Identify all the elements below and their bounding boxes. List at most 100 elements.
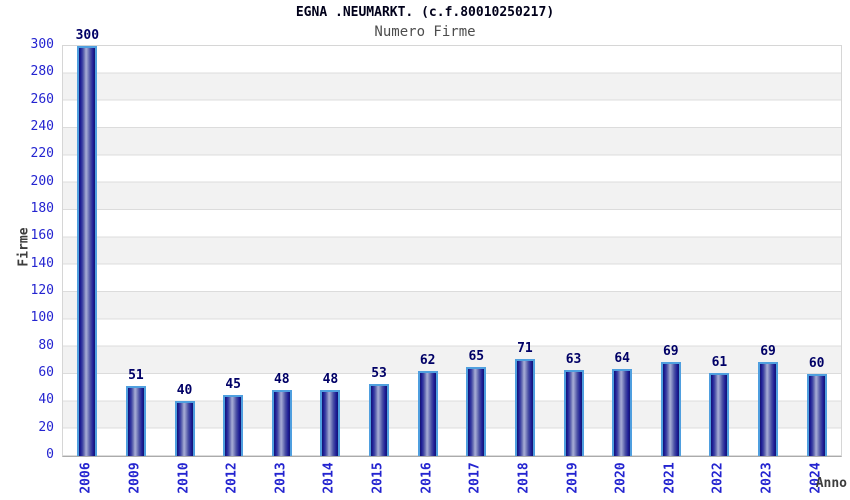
bar-slot: 69 <box>647 46 696 456</box>
y-tick-label: 0 <box>46 447 54 462</box>
bar-value-label: 64 <box>614 350 631 366</box>
bar-slot: 60 <box>792 46 841 456</box>
x-tick-label: 2017 <box>467 462 483 494</box>
x-tick-label: 2009 <box>127 462 143 494</box>
bar <box>223 394 244 456</box>
y-tick-label: 60 <box>38 365 54 380</box>
y-tick-label: 120 <box>30 283 54 298</box>
bar <box>806 374 827 456</box>
bar <box>174 401 195 456</box>
bar-slot: 65 <box>452 46 501 456</box>
bar-slot: 40 <box>160 46 209 456</box>
y-tick-label: 200 <box>30 173 54 189</box>
y-tick-label: 80 <box>38 337 54 353</box>
x-axis-title: Anno <box>815 476 847 491</box>
x-tick-cell: 2006 <box>62 456 111 500</box>
y-tick-label: 220 <box>30 146 54 162</box>
bar-slot: 48 <box>258 46 307 456</box>
x-tick-label: 2020 <box>613 462 629 494</box>
x-tick-cell: 2016 <box>402 456 451 500</box>
bar <box>417 371 438 456</box>
x-tick-label: 2015 <box>370 462 386 494</box>
bar-value-label: 69 <box>760 343 776 359</box>
x-tick-label: 2021 <box>662 462 678 494</box>
x-tick-cell: 2021 <box>646 456 695 500</box>
x-tick-cell: 2010 <box>159 456 208 500</box>
x-axis-tick-labels: 2006 2009 2010 2012 2013 2014 2015 2016 2017 2018… <box>62 456 840 500</box>
bar-value-label: 45 <box>225 376 242 392</box>
x-tick-label: 2012 <box>224 462 240 494</box>
x-tick-label: 2018 <box>516 462 532 494</box>
bar <box>466 367 487 456</box>
bar-value-label: 60 <box>808 356 825 371</box>
bar-slot: 300 <box>63 28 112 456</box>
x-tick-cell: 2023 <box>743 456 792 500</box>
chart-subtitle: Numero Firme <box>374 24 476 40</box>
bar <box>125 386 146 456</box>
x-tick-cell: 2018 <box>500 456 549 500</box>
bar-value-label: 63 <box>565 351 582 367</box>
x-tick-cell: 2012 <box>208 456 257 500</box>
bar <box>563 369 584 456</box>
bar-slot: 61 <box>695 46 744 456</box>
x-tick-label: 2014 <box>321 462 337 494</box>
y-tick-label: 40 <box>38 392 54 408</box>
bar-value-label: 61 <box>711 354 728 370</box>
x-tick-cell: 2009 <box>111 456 160 500</box>
y-tick-label: 280 <box>30 64 54 80</box>
y-tick-label: 180 <box>30 201 54 216</box>
bar <box>709 372 730 456</box>
x-tick-cell: 2019 <box>548 456 597 500</box>
x-tick-cell: 2017 <box>451 456 500 500</box>
x-tick-label: 2013 <box>273 462 289 494</box>
bar-slot: 69 <box>744 46 793 456</box>
bar-slot: 64 <box>598 46 647 456</box>
y-tick-label: 260 <box>30 91 54 107</box>
y-tick-label: 160 <box>30 228 54 244</box>
bar-slot: 63 <box>549 46 598 456</box>
y-tick-label: 100 <box>30 310 54 326</box>
x-tick-label: 2006 <box>78 462 94 494</box>
x-tick-label: 2010 <box>176 462 192 494</box>
bar-value-label: 65 <box>468 349 485 365</box>
y-tick-label: 300 <box>30 37 54 52</box>
bar <box>514 358 535 456</box>
bar-slot: 71 <box>501 46 550 456</box>
bar <box>320 390 341 456</box>
x-tick-cell: 2020 <box>597 456 646 500</box>
chart-title: EGNA .NEUMARKT. (c.f.80010250217) <box>295 5 555 20</box>
bar-value-label: 40 <box>176 383 193 399</box>
x-tick-cell: 2013 <box>257 456 306 500</box>
x-tick-label: 2023 <box>759 462 775 494</box>
bar <box>369 383 390 456</box>
x-tick-cell: 2014 <box>305 456 354 500</box>
bar-slot: 51 <box>112 46 161 456</box>
y-tick-label: 140 <box>30 255 54 271</box>
bar <box>660 361 681 456</box>
bar-value-label: 51 <box>128 368 144 384</box>
bar-slot: 45 <box>209 46 258 456</box>
bar-value-label: 48 <box>322 372 339 388</box>
x-tick-cell: 2022 <box>694 456 743 500</box>
x-tick-label: 2016 <box>419 462 435 494</box>
bar <box>612 368 633 456</box>
plot-area: 300 51 40 45 48 48 53 62 65 71 63 64 69 61 69 60 <box>62 28 842 457</box>
x-tick-label: 2019 <box>565 462 581 494</box>
bar-value-label: 71 <box>517 340 533 356</box>
bar-value-label: 62 <box>419 353 436 369</box>
bar-slot: 62 <box>403 46 452 456</box>
bar-value-label: 69 <box>662 343 679 359</box>
y-tick-label: 20 <box>38 419 54 435</box>
bar-slot: 53 <box>355 46 404 456</box>
x-tick-label: 2022 <box>710 462 726 494</box>
bar <box>758 361 779 456</box>
bar-value-label: 48 <box>273 372 290 388</box>
bar-value-label: 53 <box>371 365 387 381</box>
bar-slot: 48 <box>306 46 355 456</box>
bar-value-label: 300 <box>75 28 100 43</box>
x-tick-cell: 2015 <box>354 456 403 500</box>
bar-series: 300 51 40 45 48 48 53 62 65 71 63 64 69 61 69 60 <box>63 28 841 456</box>
bar <box>271 390 292 456</box>
bar <box>77 46 98 456</box>
